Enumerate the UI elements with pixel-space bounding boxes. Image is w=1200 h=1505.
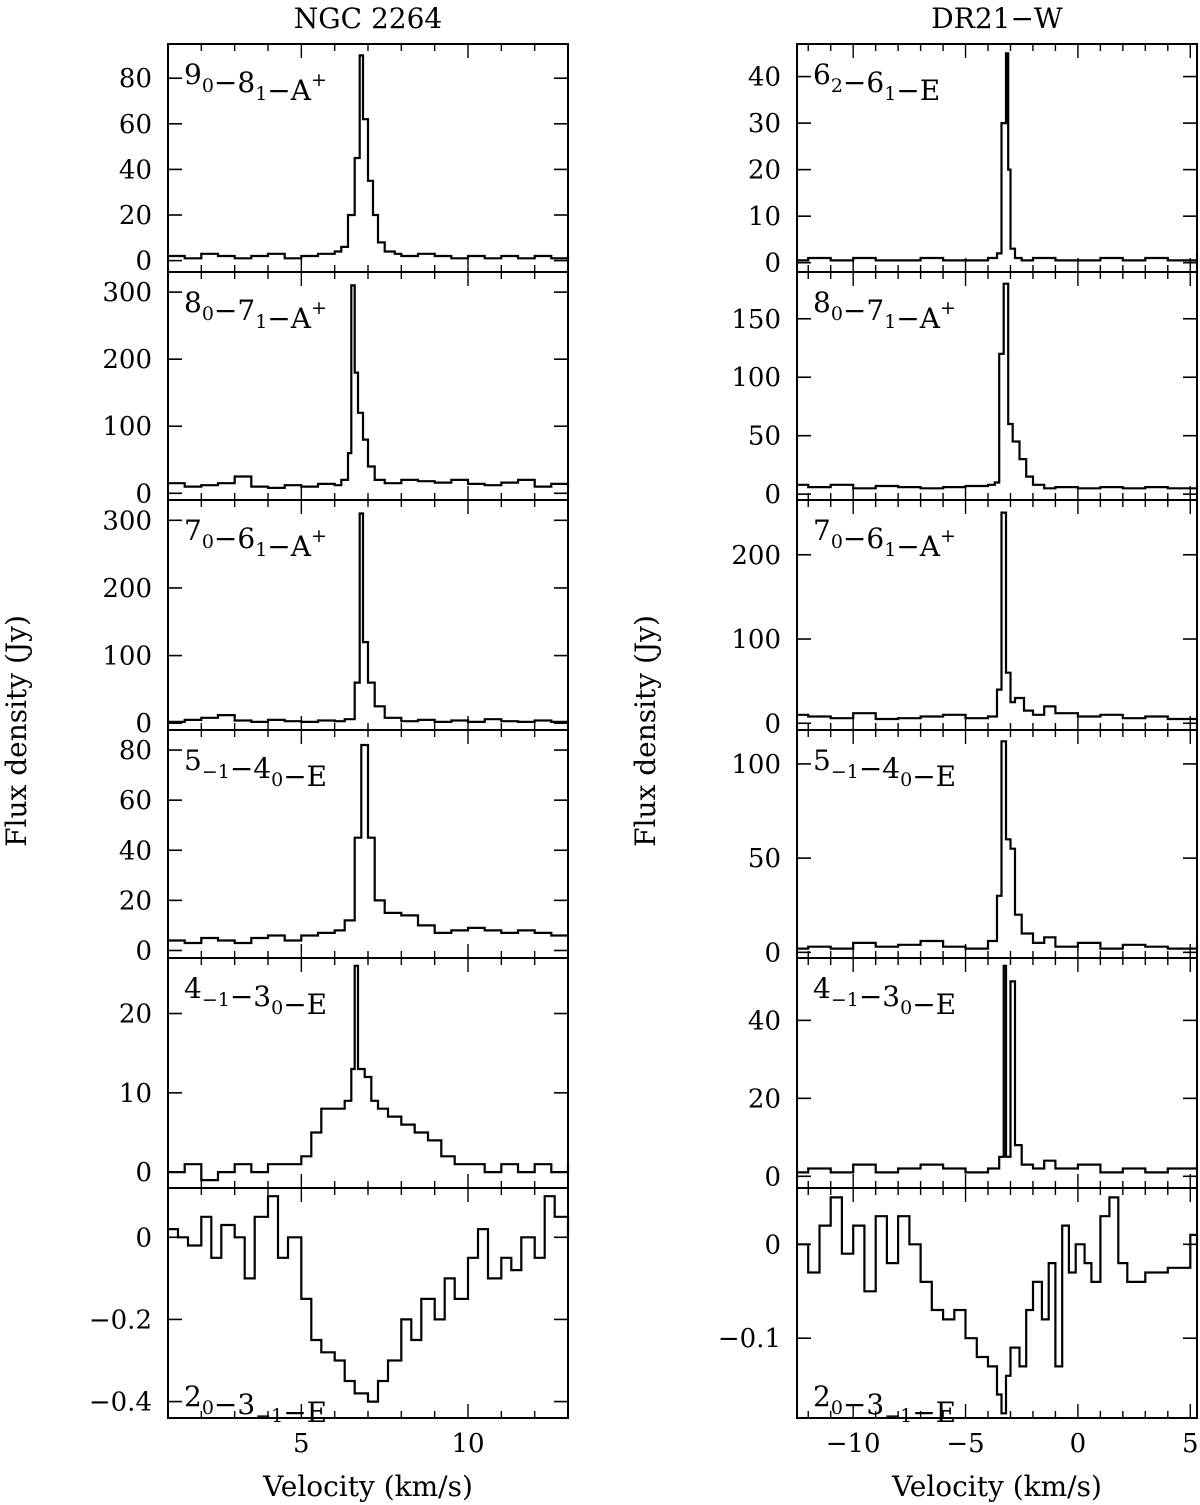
y-tick-label: 0 <box>135 936 152 966</box>
spectrum-panel: 0 20 40 60 80 5−1−40−E <box>119 729 570 966</box>
y-tick-label: 0 <box>764 1230 781 1260</box>
y-tick-label: 300 <box>102 278 152 308</box>
transition-label: 4−1−30−E <box>813 972 956 1021</box>
spectrum-line <box>168 54 570 260</box>
spectrum-panel: 0 100 200 300 80−71−A+ <box>102 271 570 509</box>
y-tick-label: 100 <box>731 625 781 655</box>
transition-label: 5−1−40−E <box>184 744 327 793</box>
spectrum-panel: 0 10 20 4−1−30−E <box>119 957 570 1189</box>
spectrum-panel: 0 100 200 70−61−A+ <box>731 499 1199 739</box>
spectrum-line <box>168 284 570 489</box>
y-tick-label: 30 <box>748 109 781 139</box>
panel-frame <box>796 1187 1198 1419</box>
y-tick-label: 0 <box>135 247 152 277</box>
y-axis-label: Flux density (Jy) <box>629 615 662 847</box>
y-tick-label: 20 <box>119 886 152 916</box>
y-tick-label: 40 <box>748 63 781 93</box>
spectrum-line <box>168 512 570 723</box>
y-tick-label: 80 <box>119 736 152 766</box>
x-tick-label: −5 <box>946 1429 984 1459</box>
x-axis-label: Velocity (km/s) <box>891 1470 1102 1503</box>
y-tick-label: 0 <box>764 480 781 510</box>
y-tick-label: 100 <box>731 363 781 393</box>
y-tick-label: 40 <box>119 836 152 866</box>
y-tick-label: 300 <box>102 506 152 536</box>
y-tick-label: −0.2 <box>89 1305 152 1335</box>
spectrum-line <box>168 1195 570 1403</box>
transition-label: 90−81−A+ <box>184 58 327 107</box>
y-tick-label: 60 <box>119 786 152 816</box>
y-tick-label: 100 <box>102 642 152 672</box>
x-tick-label: 5 <box>1182 1429 1199 1459</box>
y-tick-label: 40 <box>748 1006 781 1036</box>
x-tick-label: 0 <box>1070 1429 1087 1459</box>
y-tick-label: 80 <box>119 64 152 94</box>
spectrum-line <box>168 964 570 1182</box>
y-tick-label: 150 <box>731 305 781 335</box>
transition-label: 20−3−1−E <box>813 1380 956 1429</box>
y-tick-label: 0 <box>135 1223 152 1253</box>
y-tick-label: 10 <box>748 202 781 232</box>
y-tick-label: −0.4 <box>89 1388 152 1418</box>
y-tick-label: 50 <box>748 422 781 452</box>
spectrum-panel: 0 −0.1 −10 −5 0 5 20−3−1−E <box>718 1187 1199 1459</box>
y-tick-label: 50 <box>748 844 781 874</box>
spectrum-panel: 0 10 20 30 40 62−61−E <box>748 43 1199 279</box>
y-tick-label: 0 <box>764 938 781 968</box>
transition-label: 20−3−1−E <box>184 1380 327 1429</box>
transition-label: 70−61−A+ <box>813 514 956 563</box>
y-tick-label: 0 <box>135 709 152 739</box>
transition-label: 4−1−30−E <box>184 972 327 1021</box>
spectrum-panel: 0 100 200 300 70−61−A+ <box>102 499 570 739</box>
y-tick-label: 200 <box>102 345 152 375</box>
y-tick-label: 200 <box>731 541 781 571</box>
transition-label: 80−71−A+ <box>184 286 327 335</box>
transition-label: 80−71−A+ <box>813 286 956 335</box>
y-tick-label: 20 <box>119 201 152 231</box>
spectrum-panel: 0 −0.2 −0.4 5 10 20−3−1−E <box>89 1187 570 1459</box>
x-tick-label: 10 <box>451 1429 484 1459</box>
column-title: NGC 2264 <box>294 2 442 35</box>
y-tick-label: 100 <box>731 750 781 780</box>
spectrum-line <box>797 282 1199 490</box>
spectrum-line <box>797 52 1199 262</box>
transition-label: 5−1−40−E <box>813 744 956 793</box>
spectrum-panel: 0 20 40 60 80 90−81−A+ <box>119 43 570 277</box>
y-tick-label: 10 <box>119 1079 152 1109</box>
y-tick-label: 20 <box>748 156 781 186</box>
x-tick-label: 5 <box>293 1429 310 1459</box>
transition-label: 62−61−E <box>813 58 940 107</box>
panel-frame <box>167 1187 569 1419</box>
y-tick-label: 20 <box>119 1000 152 1030</box>
y-tick-label: 100 <box>102 412 152 442</box>
spectrum-panel: 0 20 40 4−1−30−E <box>748 957 1199 1192</box>
y-tick-label: 0 <box>764 1162 781 1192</box>
spectrum-line <box>797 740 1199 950</box>
y-tick-label: −0.1 <box>718 1324 781 1354</box>
y-axis-label: Flux density (Jy) <box>0 615 33 847</box>
y-tick-label: 0 <box>764 709 781 739</box>
spectrum-line <box>797 964 1199 1174</box>
spectrum-panel: 0 50 100 150 80−71−A+ <box>731 271 1199 510</box>
y-tick-label: 0 <box>135 1158 152 1188</box>
y-tick-label: 40 <box>119 155 152 185</box>
spectrum-panel: 0 50 100 5−1−40−E <box>731 729 1199 968</box>
column-title: DR21−W <box>931 2 1063 35</box>
transition-label: 70−61−A+ <box>184 514 327 563</box>
y-tick-label: 20 <box>748 1084 781 1114</box>
y-tick-label: 0 <box>764 249 781 279</box>
spectrum-line <box>168 743 570 945</box>
x-tick-label: −10 <box>826 1429 881 1459</box>
y-tick-label: 200 <box>102 574 152 604</box>
y-tick-label: 60 <box>119 110 152 140</box>
spectrum-line <box>797 1196 1199 1415</box>
spectrum-line <box>797 511 1199 721</box>
y-tick-label: 0 <box>135 479 152 509</box>
x-axis-label: Velocity (km/s) <box>262 1470 473 1503</box>
